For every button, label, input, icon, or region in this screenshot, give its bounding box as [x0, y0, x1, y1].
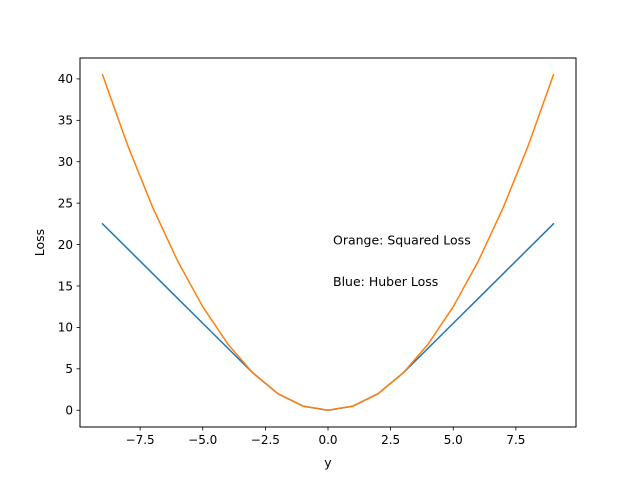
y-tick-label: 25 [58, 196, 73, 210]
y-tick-label: 15 [58, 279, 73, 293]
y-tick-label: 5 [65, 362, 73, 376]
y-ticks: 0 5 10 15 20 25 30 35 40 [58, 72, 80, 418]
y-tick-label: 35 [58, 114, 73, 128]
annotation-text: Orange: Squared Loss [333, 233, 471, 248]
x-tick-label: 5.0 [444, 433, 463, 447]
annotations: Orange: Squared Loss Blue: Huber Loss [333, 233, 471, 289]
y-tick-label: 20 [58, 238, 73, 252]
y-tick-label: 10 [58, 321, 73, 335]
x-tick-label: −7.5 [126, 433, 155, 447]
annotation-text: Blue: Huber Loss [333, 274, 438, 289]
y-tick-label: 40 [58, 72, 73, 86]
x-ticks: −7.5 −5.0 −2.5 0.0 2.5 5.0 7.5 [126, 427, 525, 447]
x-tick-label: 0.0 [318, 433, 337, 447]
y-tick-label: 30 [58, 155, 73, 169]
x-tick-label: 2.5 [381, 433, 400, 447]
y-tick-label: 0 [65, 404, 73, 418]
series-layer [101, 73, 555, 411]
series-line-orange [101, 73, 555, 411]
x-tick-label: 7.5 [506, 433, 525, 447]
x-axis-label: y [324, 455, 332, 470]
y-axis-label: Loss [32, 229, 47, 256]
x-tick-label: −5.0 [188, 433, 217, 447]
x-tick-label: −2.5 [251, 433, 280, 447]
